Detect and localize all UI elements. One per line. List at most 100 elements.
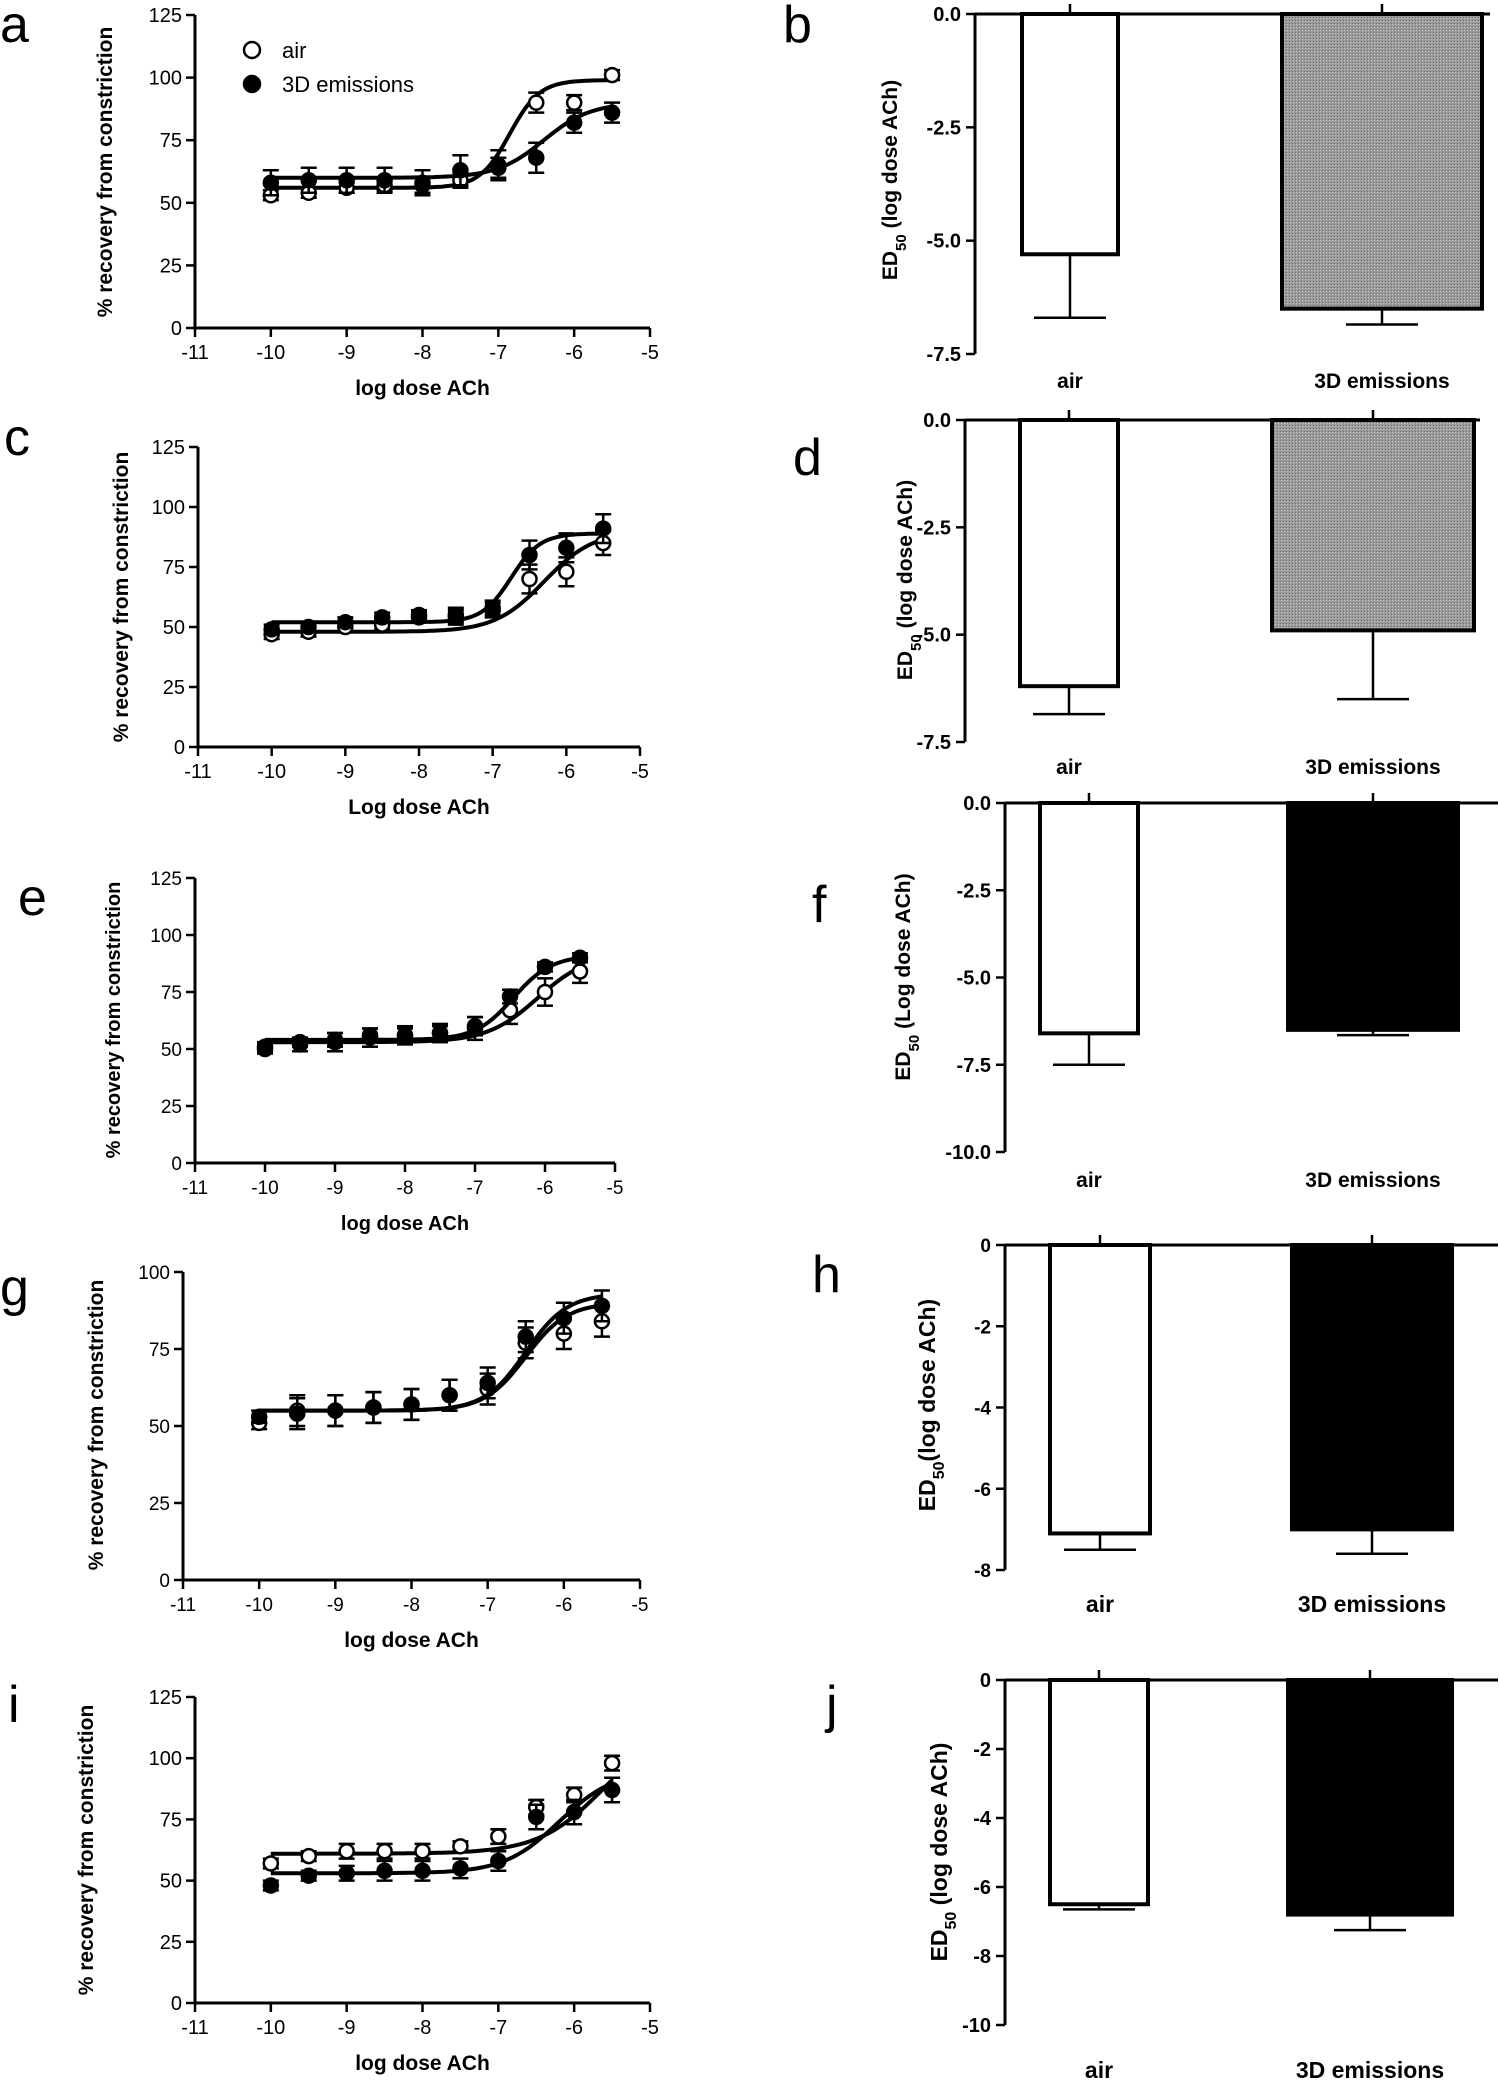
- y-tick-label: -8: [974, 1561, 991, 1582]
- data-point: [517, 1328, 534, 1345]
- x-tick-label: -8: [397, 1178, 414, 1199]
- y-axis-title-sub: 50: [943, 1912, 960, 1930]
- category-label: 3D emissions: [1305, 756, 1440, 779]
- y-tick-label: 125: [150, 869, 182, 890]
- bar-3d-emissions: [1270, 418, 1476, 633]
- panel-letter-d: d: [793, 429, 822, 487]
- y-tick-label: -2: [973, 1739, 991, 1761]
- x-tick-label: -10: [257, 761, 286, 783]
- y-axis-title-main: ED: [894, 651, 917, 680]
- data-point: [326, 1031, 344, 1049]
- x-tick-label: -7: [489, 2017, 507, 2039]
- y-axis-title: % recovery from constriction: [94, 27, 117, 318]
- panel-letter-i: i: [8, 1676, 20, 1734]
- data-point: [558, 539, 575, 557]
- y-tick-label: 0: [171, 1993, 182, 2015]
- y-axis-title: ED50 (Log dose ACh): [892, 873, 923, 1080]
- data-point: [466, 1017, 484, 1035]
- x-axis-title: log dose ACh: [355, 2052, 490, 2075]
- data-point: [338, 1842, 355, 1860]
- y-tick-label: 50: [160, 193, 182, 215]
- data-point: [484, 599, 501, 617]
- panel-g: g 0 25 50 75 100 -11 -10 -9 -8 -7 -6 -5 log dose ACh%…: [0, 1259, 648, 1652]
- bar-air: [1038, 801, 1140, 1036]
- category-label: 3D emissions: [1305, 1169, 1440, 1192]
- y-axis-title-main: ED: [879, 251, 902, 280]
- y-tick-label: -2.5: [957, 880, 991, 902]
- data-point: [565, 114, 583, 131]
- x-tick-label: -11: [182, 1178, 208, 1199]
- x-tick-label: -10: [251, 1178, 278, 1199]
- y-axis-title: ED50(log dose ACh): [914, 1299, 948, 1511]
- data-point: [300, 1847, 317, 1865]
- category-label: 3D emissions: [1298, 1591, 1446, 1617]
- y-tick-label: 100: [152, 497, 185, 519]
- panel-b: b 0.0 -2.5 -5.0 -7.5 ED50 (log dose ACh) air 3D…: [783, 0, 1490, 393]
- data-point: [452, 1838, 469, 1855]
- x-tick-label: -8: [414, 2017, 432, 2039]
- y-axis-title: ED50 (log dose ACh): [926, 1743, 960, 1962]
- y-tick-label: 125: [149, 1687, 182, 1709]
- data-point: [565, 94, 583, 111]
- data-point: [414, 1862, 431, 1880]
- y-tick-label: -2.5: [917, 517, 951, 539]
- data-point: [365, 1399, 382, 1416]
- x-tick-label: -5: [641, 342, 659, 364]
- x-tick-label: -10: [256, 342, 285, 364]
- series-filled: [250, 1289, 611, 1431]
- y-tick-label: 25: [161, 1097, 182, 1118]
- y-tick-label: 0: [980, 1236, 991, 1257]
- fit-curve: [270, 1778, 614, 1856]
- data-point: [300, 172, 317, 189]
- y-axis-title-rest: (log dose ACh): [894, 480, 917, 634]
- bar-air: [1048, 1678, 1150, 1907]
- bar-3d-emissions: [1280, 12, 1484, 311]
- y-axis-title: % recovery from constriction: [103, 882, 125, 1159]
- y-tick-label: 50: [163, 617, 185, 639]
- y-tick-label: -5.0: [917, 625, 951, 647]
- data-point: [396, 1027, 414, 1044]
- data-point: [594, 520, 612, 537]
- panel-d: d 0.0 -2.5 -5.0 -7.5 ED50 (log dose ACh) air 3D…: [793, 410, 1480, 779]
- panel-letter-g: g: [0, 1259, 29, 1317]
- data-point: [376, 172, 393, 189]
- y-tick-label: 25: [160, 255, 182, 277]
- bar-3d-emissions: [1290, 1243, 1454, 1532]
- data-point: [558, 563, 575, 581]
- data-point: [571, 949, 589, 967]
- panel-i: i 0 25 50 75 100 125 -11 -10 -9 -8 -7 -6 -5 log dose A…: [8, 1676, 659, 2075]
- y-tick-label: 0: [980, 1670, 991, 1692]
- y-tick-label: 75: [149, 1340, 170, 1361]
- data-point: [603, 104, 621, 121]
- data-point: [289, 1405, 306, 1422]
- data-point: [414, 174, 431, 192]
- y-axis-title-rest: (Log dose ACh): [892, 873, 915, 1034]
- y-axis-title-sub: 50: [893, 234, 910, 251]
- x-tick-label: -6: [565, 342, 583, 364]
- category-label: air: [1076, 1169, 1102, 1192]
- bar-3d-emissions: [1286, 1678, 1454, 1917]
- data-point: [373, 609, 391, 626]
- x-tick-label: -5: [632, 1595, 649, 1616]
- data-point: [300, 1867, 317, 1884]
- fit-curve: [259, 1294, 603, 1413]
- x-tick-label: -11: [181, 2017, 208, 2039]
- y-axis-title-rest: (log dose ACh): [879, 80, 902, 234]
- y-axis-title: % recovery from constriction: [85, 1280, 108, 1571]
- panel-letter-e: e: [18, 869, 47, 927]
- y-tick-label: 100: [138, 1263, 170, 1284]
- panel-a: a 0 25 50 75 100 125 -11 -10 -9 -8 -7 -6 -5 log dose A…: [0, 0, 659, 400]
- y-tick-label: -5.0: [957, 968, 991, 990]
- x-tick-label: -8: [410, 761, 428, 783]
- y-tick-label: -10: [962, 2015, 991, 2037]
- data-point: [256, 1040, 274, 1058]
- data-point: [593, 1297, 611, 1315]
- series-filled: [263, 512, 612, 638]
- category-label: air: [1056, 756, 1082, 779]
- legend-label: air: [282, 38, 306, 63]
- data-point: [528, 1808, 545, 1826]
- legend-label: 3D emissions: [282, 72, 414, 97]
- x-tick-label: -5: [631, 761, 649, 783]
- x-tick-label: -8: [414, 342, 432, 364]
- category-label: 3D emissions: [1314, 370, 1449, 393]
